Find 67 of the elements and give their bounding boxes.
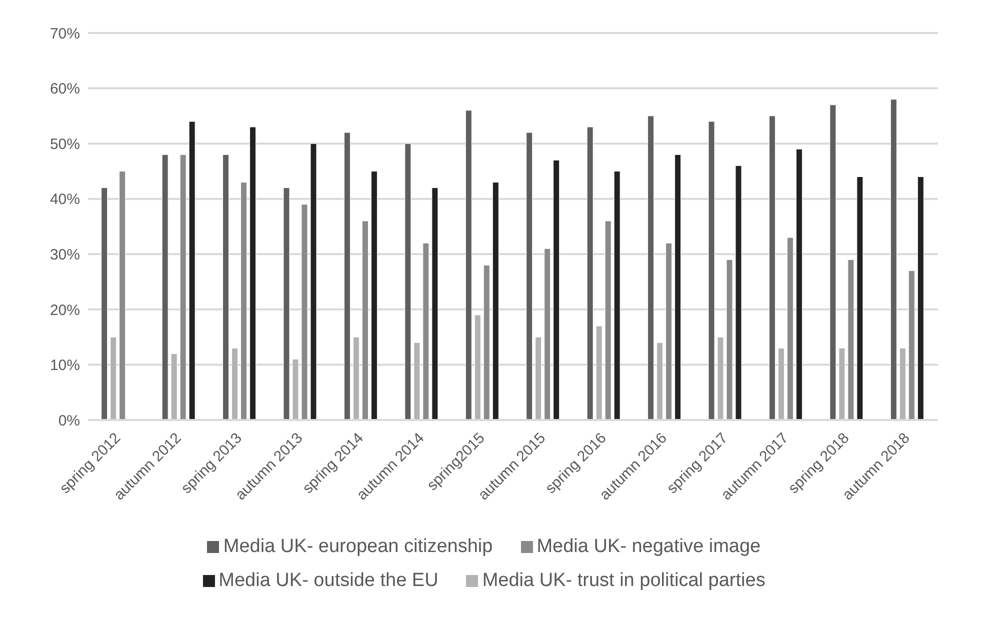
bar	[465, 110, 472, 420]
bar	[768, 116, 776, 420]
bar	[553, 160, 560, 420]
bar	[674, 154, 682, 420]
bar	[101, 188, 108, 420]
bar	[414, 342, 420, 420]
bar	[908, 270, 915, 420]
bar	[708, 121, 715, 420]
bar	[778, 348, 784, 420]
bar	[432, 188, 438, 420]
bar	[838, 348, 846, 420]
bar	[232, 348, 238, 420]
y-tick-label: 20%	[50, 302, 80, 319]
bar	[162, 154, 168, 420]
bar	[544, 248, 551, 420]
bar	[648, 116, 654, 420]
bar	[119, 170, 126, 420]
legend-label: Media UK- trust in political parties	[482, 570, 766, 591]
bar	[222, 154, 230, 420]
bar	[483, 264, 490, 420]
legend-label: Media UK- negative image	[536, 536, 761, 557]
bar	[422, 242, 430, 420]
bar	[586, 126, 594, 420]
bar	[404, 143, 412, 420]
bar	[614, 170, 620, 420]
bar	[604, 220, 612, 420]
bar	[535, 336, 542, 420]
y-tick-label: 50%	[50, 136, 80, 153]
y-tick-label: 70%	[50, 25, 80, 42]
bar	[301, 204, 308, 420]
legend-label: Media UK- european citizenship	[223, 536, 493, 557]
bar	[240, 182, 248, 420]
bar	[899, 348, 906, 420]
bar	[180, 154, 186, 420]
bar	[188, 121, 196, 420]
bar	[310, 143, 317, 420]
bar	[717, 336, 724, 420]
bar	[666, 242, 672, 420]
legend-label: Media UK- outside the EU	[218, 570, 438, 591]
bar	[726, 259, 733, 420]
bar	[250, 126, 256, 420]
bar	[735, 165, 742, 420]
bar	[796, 148, 802, 420]
bar	[292, 358, 299, 420]
y-tick-label: 60%	[50, 80, 80, 98]
bar	[283, 188, 290, 420]
y-tick-label: 0%	[58, 412, 80, 430]
bar	[526, 132, 533, 420]
bar	[848, 259, 854, 420]
bar	[830, 104, 836, 420]
bar	[474, 314, 481, 420]
bar	[856, 176, 864, 420]
bar	[110, 336, 117, 420]
bar	[492, 182, 499, 420]
bar	[370, 170, 378, 420]
bar	[596, 326, 602, 420]
bar	[344, 132, 350, 420]
bar	[170, 353, 178, 420]
y-tick-label: 30%	[50, 246, 80, 264]
bar	[890, 99, 897, 420]
bar	[786, 237, 794, 420]
y-tick-label: 10%	[50, 357, 80, 374]
y-tick-label: 40%	[50, 191, 80, 208]
bar	[656, 342, 664, 420]
bar	[362, 220, 368, 420]
bar	[917, 176, 924, 420]
bar	[352, 336, 360, 420]
